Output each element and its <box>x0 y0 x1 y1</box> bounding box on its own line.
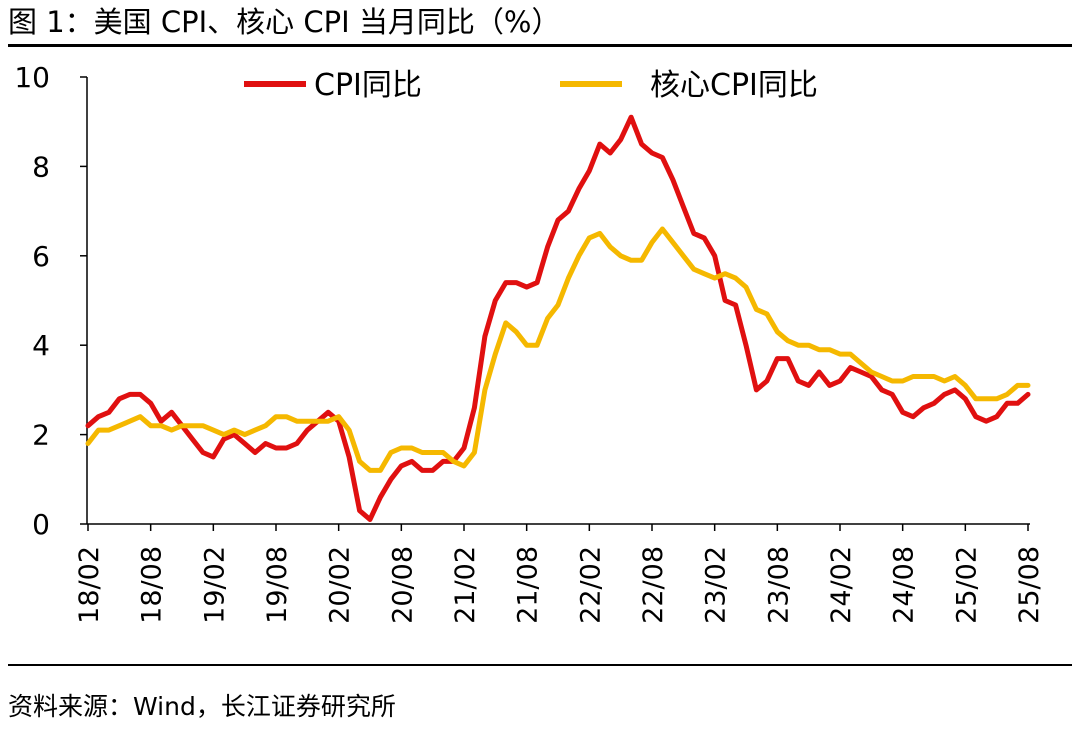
x-tick-label: 25/08 <box>1014 546 1045 624</box>
x-tick-label: 21/08 <box>513 546 544 624</box>
core-cpi-series-line <box>85 226 1031 473</box>
x-tick-label: 21/02 <box>450 546 481 624</box>
x-tick-label: 23/02 <box>701 546 732 624</box>
x-tick-label: 18/02 <box>74 546 105 624</box>
y-tick-label: 8 <box>32 150 50 183</box>
source-note: 资料来源：Wind，长江证券研究所 <box>8 692 396 721</box>
line-chart: 0 2 4 6 8 10 18/02 18/08 19/02 19/08 20/02 20/08 21/… <box>14 61 1045 624</box>
x-tick-label: 19/08 <box>262 546 293 624</box>
x-tick-label: 19/02 <box>199 546 230 624</box>
x-tick-label: 24/08 <box>889 546 920 624</box>
x-tick-label: 24/02 <box>826 546 857 624</box>
x-tick-label: 20/02 <box>325 546 356 624</box>
x-tick-label: 22/02 <box>575 546 606 624</box>
y-tick-label: 6 <box>32 240 50 273</box>
legend-core-cpi-label: 核心CPI同比 <box>650 68 818 103</box>
x-tick-label: 18/08 <box>137 546 168 624</box>
x-tick-label: 23/08 <box>763 546 794 624</box>
title-rule <box>8 44 1072 47</box>
footer-rule <box>8 664 1072 666</box>
x-tick-label: 22/08 <box>638 546 669 624</box>
y-tick-label: 2 <box>32 419 50 452</box>
legend-cpi-label: CPI同比 <box>314 68 422 103</box>
y-tick-label: 0 <box>32 508 50 541</box>
cpi-series-line <box>85 114 1031 522</box>
figure-title: 图 1：美国 CPI、核心 CPI 当月同比（%） <box>8 5 561 39</box>
x-tick-label: 20/08 <box>387 546 418 624</box>
x-tick-label: 25/02 <box>951 546 982 624</box>
y-tick-label: 4 <box>32 329 50 362</box>
y-tick-label: 10 <box>14 61 50 94</box>
